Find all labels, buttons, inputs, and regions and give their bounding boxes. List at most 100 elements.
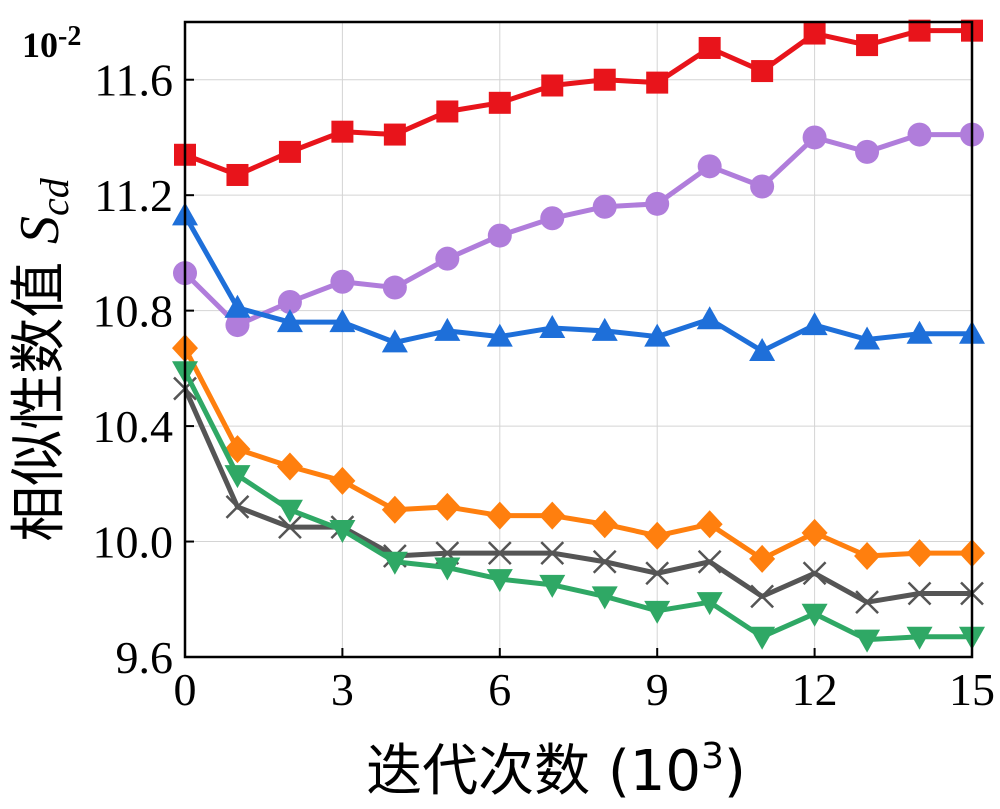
x-axis-title-close: ) xyxy=(724,739,746,804)
series-6-line xyxy=(182,370,972,643)
series-6 xyxy=(172,361,985,653)
series-1-point xyxy=(908,19,931,42)
x-tick-label: 15 xyxy=(949,664,995,715)
series-3-point xyxy=(591,317,618,341)
y-tick-label: 10.0 xyxy=(93,517,174,568)
series-5-point xyxy=(697,549,722,574)
series-4-point xyxy=(381,495,408,524)
series-5-point xyxy=(802,561,827,586)
series-1-point xyxy=(751,60,774,83)
series-2-point xyxy=(225,313,250,338)
series-4-point xyxy=(749,544,776,573)
series-3 xyxy=(172,202,985,362)
series-1-point xyxy=(698,36,721,59)
series-1-point xyxy=(593,68,616,91)
series-1-point xyxy=(541,74,564,97)
series-6-point xyxy=(854,629,881,653)
series-3-point xyxy=(906,320,933,344)
x-tick-label: 0 xyxy=(174,664,197,715)
series-2-point xyxy=(382,275,407,300)
series-3-point xyxy=(224,294,251,318)
series-6-point xyxy=(591,586,618,610)
series-5-point xyxy=(592,549,617,574)
y-multiplier-exponent: -2 xyxy=(58,21,81,52)
series-1-point xyxy=(856,34,879,57)
series-3-point xyxy=(539,314,566,338)
series-6-point xyxy=(539,574,566,598)
y-axis-title: 相似性数值 Scd xyxy=(7,177,77,542)
series-4 xyxy=(172,334,985,573)
series-6-point xyxy=(749,626,776,650)
series-4-point xyxy=(539,501,566,530)
series-2-point xyxy=(645,191,670,216)
series-1-point xyxy=(383,123,406,146)
series-4-point xyxy=(906,539,933,568)
x-axis-title-sup: 3 xyxy=(701,736,724,777)
series-5-point xyxy=(645,561,670,586)
series-4-point xyxy=(854,541,881,570)
y-axis-title-symbol: S xyxy=(9,216,71,244)
series-layer xyxy=(172,19,985,653)
series-2-point xyxy=(330,269,355,294)
series-6-point xyxy=(224,465,251,489)
series-6-point xyxy=(801,603,828,627)
series-4-point xyxy=(224,435,251,464)
series-2-point xyxy=(907,122,932,147)
series-4-point xyxy=(801,518,828,547)
x-tick-label: 9 xyxy=(646,664,669,715)
series-1-point xyxy=(278,140,301,163)
series-1-point xyxy=(803,22,826,45)
series-2-point xyxy=(802,125,827,150)
series-2-point xyxy=(277,289,302,314)
y-tick-label: 10.8 xyxy=(93,286,174,337)
series-4-point xyxy=(276,452,303,481)
series-5-point xyxy=(278,515,302,539)
series-2-line xyxy=(183,132,972,328)
series-1-point xyxy=(646,71,669,94)
series-6-point xyxy=(696,592,723,616)
series-4-point xyxy=(434,492,461,521)
x-tick-label: 12 xyxy=(792,664,838,715)
series-4-point xyxy=(696,510,723,539)
series-2-point xyxy=(855,139,880,164)
series-3-point xyxy=(696,306,723,330)
series-3-line xyxy=(182,214,972,354)
series-3-point xyxy=(749,338,776,362)
series-6-point xyxy=(276,499,303,523)
series-1-point xyxy=(488,91,511,114)
series-5-point xyxy=(750,584,775,609)
series-3-point xyxy=(434,317,461,341)
series-1-point xyxy=(226,163,249,186)
x-axis-title-text: 迭代次数 (10 xyxy=(366,739,701,804)
series-2-point xyxy=(592,194,617,219)
series-5-point xyxy=(540,541,565,565)
series-6-point xyxy=(486,569,513,593)
series-2-point xyxy=(750,174,775,199)
x-tick-label: 6 xyxy=(488,664,511,715)
series-6-point xyxy=(434,557,461,581)
series-6-point xyxy=(906,626,933,650)
series-3-point xyxy=(801,312,828,336)
series-5-point xyxy=(907,581,932,606)
series-4-point xyxy=(644,521,671,550)
series-5-point xyxy=(855,590,879,615)
plot-frame xyxy=(183,20,974,659)
series-4-point xyxy=(329,466,356,495)
series-6-point xyxy=(329,520,356,543)
series-3-point xyxy=(486,323,513,347)
series-1-line xyxy=(184,28,972,178)
series-6-point xyxy=(644,600,671,624)
series-2-point xyxy=(540,206,565,231)
series-1 xyxy=(174,19,983,186)
y-multiplier: 10-2 xyxy=(22,21,81,65)
series-2-point xyxy=(697,154,722,179)
series-2-point xyxy=(487,223,512,248)
grid xyxy=(184,22,973,658)
series-6-point xyxy=(381,551,408,575)
y-axis-title-text: 相似性数值 xyxy=(7,244,72,542)
series-3-point xyxy=(854,326,881,350)
series-4-point xyxy=(486,501,513,530)
series-2-point xyxy=(435,246,460,271)
series-3-point xyxy=(644,323,671,347)
